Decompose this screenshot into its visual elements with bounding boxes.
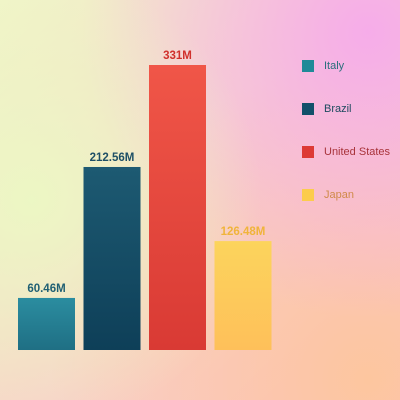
bar-japan[interactable] [214, 241, 272, 350]
legend-item-japan[interactable]: Japan [302, 186, 398, 204]
legend-label-japan: Japan [324, 189, 354, 201]
legend-swatch-italy [302, 60, 314, 72]
legend-label-italy: Italy [324, 60, 345, 72]
legend-label-united-states: United States [324, 146, 391, 158]
bar-brazil[interactable] [83, 166, 141, 350]
legend-swatch-brazil [302, 103, 314, 115]
legend-swatch-united-states [302, 146, 314, 158]
legend-item-united-states[interactable]: United States [302, 143, 398, 161]
data-labels-layer: 60.46M 212.56M 331M 126.48M [27, 50, 265, 295]
legend: Italy Brazil United States Japan [302, 57, 398, 229]
legend-item-brazil[interactable]: Brazil [302, 100, 398, 118]
legend-swatch-japan [302, 189, 314, 201]
legend-item-italy[interactable]: Italy [302, 57, 398, 75]
bars-layer [18, 65, 272, 350]
legend-label-brazil: Brazil [324, 103, 352, 115]
bar-united-states[interactable] [149, 65, 206, 350]
data-label-brazil: 212.56M [90, 152, 135, 164]
data-label-united-states: 331M [163, 50, 192, 62]
bar-italy[interactable] [18, 297, 75, 350]
data-label-japan: 126.48M [221, 226, 266, 238]
data-label-italy: 60.46M [27, 283, 65, 295]
